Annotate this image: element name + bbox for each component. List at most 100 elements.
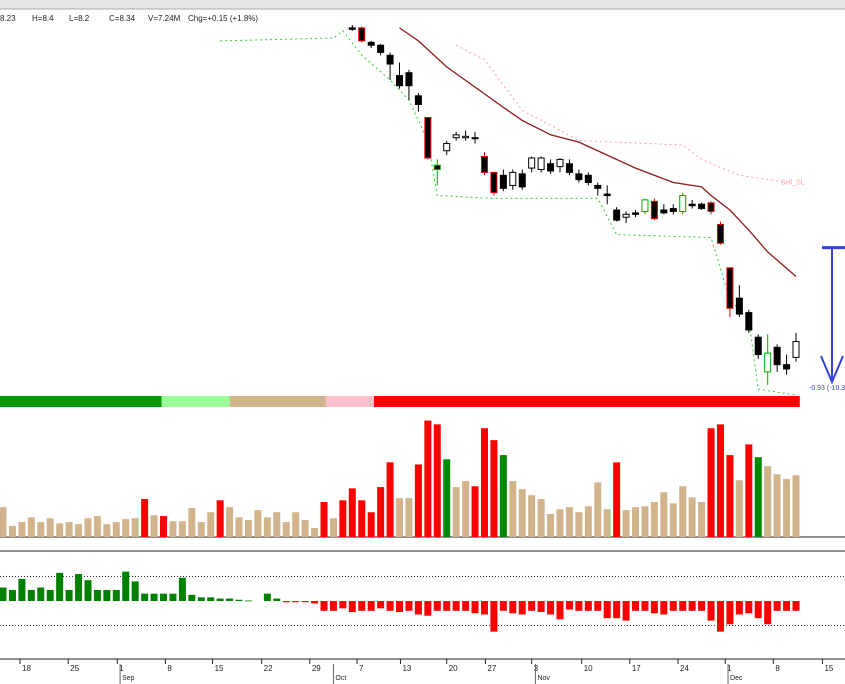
bar (150, 515, 158, 537)
header-text: C=8.34 (109, 14, 136, 23)
bar (0, 587, 7, 601)
bar (669, 601, 677, 611)
bar (698, 502, 706, 537)
candle-body (348, 27, 356, 30)
bar (443, 601, 451, 611)
bar (490, 440, 498, 537)
candle-body (377, 44, 385, 53)
bar (754, 457, 762, 537)
bar (56, 523, 64, 537)
x-tick-label: 18 (22, 664, 31, 673)
bar (75, 524, 83, 537)
bar (622, 510, 630, 537)
candle-body (622, 213, 630, 218)
bar (660, 601, 668, 615)
bar (575, 601, 583, 611)
bar (150, 593, 158, 601)
bar (339, 500, 347, 537)
bar (93, 589, 101, 601)
bar (622, 601, 630, 621)
bar (292, 601, 300, 603)
candle-body (547, 163, 555, 172)
month-label: Sep (122, 675, 135, 682)
candle-body (490, 171, 498, 194)
bar (414, 601, 422, 615)
bar (537, 601, 545, 613)
bar (405, 498, 413, 537)
bar (377, 487, 385, 537)
bar (716, 601, 724, 632)
candle-body (716, 223, 724, 244)
bar (292, 512, 300, 537)
trend-band (374, 396, 800, 407)
bar (452, 601, 460, 611)
bar (641, 506, 649, 537)
bar (443, 459, 451, 537)
candle-body (735, 297, 743, 315)
trend-band (0, 396, 162, 407)
bar (490, 601, 498, 632)
bar (169, 521, 177, 537)
candle-body (669, 208, 677, 212)
bar (329, 601, 337, 611)
bar (735, 480, 743, 537)
bar (679, 486, 687, 537)
bar (103, 589, 111, 601)
bar (178, 577, 186, 601)
bar (244, 600, 252, 602)
x-tick-label: 15 (215, 664, 224, 673)
x-tick-label: 3 (534, 664, 539, 673)
bar (707, 428, 715, 537)
bar (509, 481, 517, 537)
x-tick-label: 7 (359, 664, 364, 673)
candle-body (499, 174, 507, 189)
x-tick-label: 17 (632, 664, 641, 673)
bar (93, 516, 101, 537)
bar (141, 499, 149, 537)
bar (726, 601, 734, 625)
bar (122, 519, 130, 537)
bar (433, 424, 441, 537)
candle-body (679, 195, 687, 212)
bar (27, 589, 35, 601)
bar (103, 524, 111, 537)
bar (509, 601, 517, 614)
bar (377, 601, 385, 609)
bar (263, 593, 271, 601)
bar (348, 488, 356, 537)
bar (358, 601, 366, 611)
bar (707, 601, 715, 621)
bar (462, 601, 470, 611)
bar (698, 601, 706, 611)
candle-body (698, 203, 706, 210)
bar (320, 502, 328, 537)
bar (207, 597, 215, 601)
x-tick-label: 8 (167, 664, 172, 673)
x-tick-label: 24 (680, 664, 689, 673)
candle-body (584, 174, 592, 184)
candle-body (783, 364, 791, 370)
bar (244, 519, 252, 537)
bar (56, 572, 64, 601)
candle-body (660, 209, 668, 214)
candle-body (386, 54, 394, 65)
arrow-head (820, 355, 844, 385)
bar (226, 598, 234, 601)
bar (764, 466, 772, 537)
bar (773, 601, 781, 611)
bar (783, 478, 791, 537)
bar (65, 522, 73, 537)
bar (462, 481, 470, 537)
bar (556, 509, 564, 537)
bar (27, 517, 35, 537)
bar (311, 601, 319, 604)
bar (216, 598, 224, 601)
candle-body (754, 336, 762, 356)
header-text: V=7.24M (148, 14, 181, 23)
bar (169, 593, 177, 601)
bar (358, 500, 366, 537)
bar (688, 601, 696, 611)
x-tick-label: 1 (727, 664, 732, 673)
bar (112, 522, 120, 537)
